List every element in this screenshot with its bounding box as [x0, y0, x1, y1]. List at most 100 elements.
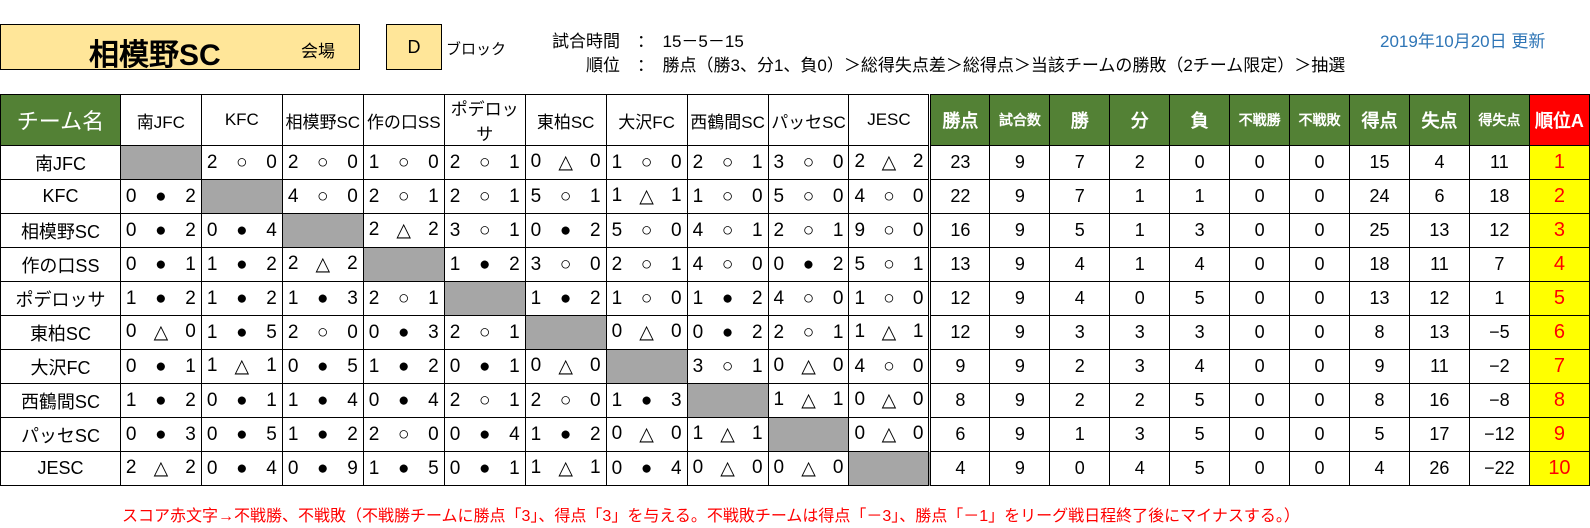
result-mark: ● — [236, 389, 248, 411]
score-cell: 4 ○ 0 — [281, 179, 364, 214]
home-goals: 2 — [125, 457, 137, 478]
home-goals: 0 — [449, 423, 461, 445]
opponent-header: JESC — [848, 94, 932, 146]
home-goals: 1 — [692, 287, 704, 309]
result-mark: ○ — [640, 151, 653, 173]
home-goals: 2 — [773, 219, 785, 241]
home-goals: 2 — [287, 253, 299, 274]
stat-cell: 2 — [1049, 383, 1111, 418]
score: 3 ○ 1 — [445, 220, 525, 242]
score-cell: 1 △ 1 — [605, 179, 688, 214]
away-goals: 1 — [670, 185, 682, 206]
result-mark: ○ — [398, 185, 410, 207]
score: 0 ● 1 — [202, 390, 282, 412]
away-goals: 0 — [670, 423, 682, 444]
home-goals: 1 — [530, 457, 542, 478]
result-mark: ● — [236, 423, 248, 445]
score: 0 △ 0 — [849, 423, 928, 446]
result-mark: ● — [640, 389, 653, 411]
stat-cell: 5 — [1169, 281, 1231, 316]
home-goals: 0 — [530, 151, 542, 172]
score-cell: 2 ○ 1 — [767, 213, 850, 248]
away-goals: 1 — [266, 355, 277, 376]
team-name: 西鶴間SC — [0, 383, 121, 418]
score: 2 ○ 1 — [688, 152, 768, 174]
result-mark: ○ — [640, 287, 653, 309]
away-goals: 2 — [185, 287, 196, 309]
home-goals: 0 — [125, 355, 137, 377]
stat-cell: 18 — [1468, 179, 1530, 214]
score: 4 ○ 0 — [849, 356, 928, 378]
away-goals: 3 — [671, 389, 682, 411]
score-cell: 0 ● 4 — [362, 383, 445, 418]
team-name: パッセSC — [0, 417, 121, 452]
score: 5 ○ 1 — [849, 254, 928, 276]
result-mark: ○ — [721, 253, 734, 275]
stat-header: 勝 — [1049, 94, 1111, 146]
score-cell: 2 ○ 0 — [524, 383, 607, 418]
home-goals: 1 — [206, 355, 218, 376]
stat-cell: 9 — [929, 349, 991, 384]
score: 1 ● 3 — [283, 288, 363, 310]
home-goals: 0 — [854, 389, 866, 410]
result-mark: ● — [398, 457, 410, 479]
updated-date: 2019年10月20日 更新 — [1380, 32, 1546, 51]
home-goals: 1 — [287, 423, 299, 445]
home-goals: 4 — [854, 355, 866, 377]
stat-cell: 12 — [1468, 213, 1530, 248]
home-goals: 0 — [125, 253, 137, 275]
home-goals: 0 — [206, 457, 218, 479]
home-goals: 3 — [692, 355, 704, 377]
stat-cell: 5 — [1169, 383, 1231, 418]
away-goals: 1 — [428, 287, 439, 309]
stat-cell: 9 — [989, 179, 1051, 214]
stat-header: 順位A — [1528, 94, 1590, 146]
away-goals: 2 — [751, 287, 763, 309]
score-cell: 1 △ 1 — [848, 315, 932, 350]
score-cell: 1 ● 2 — [362, 349, 445, 384]
stat-cell: −8 — [1468, 383, 1530, 418]
result-mark: ○ — [883, 287, 895, 309]
stat-cell: 0 — [1229, 213, 1291, 248]
score: 0 ● 4 — [364, 390, 444, 412]
away-goals: 3 — [428, 321, 439, 343]
result-mark: △ — [315, 254, 331, 275]
home-goals: 2 — [206, 151, 218, 173]
league-table: チーム名 南JFC KFC 相模野SC 作の口SS ポデロッサ 東柏SC 大沢FC 西鶴間SC パ… — [0, 94, 1590, 486]
home-goals: 0 — [368, 389, 380, 411]
home-goals: 1 — [368, 151, 380, 173]
score-cell: 2 ○ 0 — [362, 417, 445, 452]
home-goals: 4 — [773, 287, 785, 309]
score-cell: 0 △ 0 — [848, 383, 932, 418]
score-cell: 1 ● 2 — [200, 281, 283, 316]
away-goals: 0 — [590, 253, 601, 275]
score-cell: 0 ● 5 — [281, 349, 364, 384]
result-mark: ○ — [478, 321, 491, 343]
score: 1 ● 2 — [202, 288, 282, 310]
stat-cell: 3 — [1169, 315, 1231, 350]
home-goals: 1 — [530, 423, 542, 445]
away-goals: 0 — [347, 151, 358, 173]
stat-cell: 13 — [1408, 213, 1470, 248]
stat-cell: 22 — [929, 179, 991, 214]
home-goals: 3 — [449, 219, 461, 241]
score: 0 ● 4 — [445, 424, 525, 446]
result-mark: ● — [155, 287, 167, 309]
score: 1 ○ 0 — [607, 288, 687, 310]
stat-cell: 13 — [929, 247, 991, 282]
score-cell: 1 ● 2 — [443, 247, 526, 282]
score: 0 △ 0 — [688, 457, 768, 480]
away-goals: 1 — [832, 321, 844, 343]
opponent-header: 大沢FC — [605, 94, 688, 146]
rank-cell: 9 — [1528, 417, 1590, 452]
home-goals: 4 — [854, 185, 866, 207]
stat-cell: 3 — [1109, 315, 1171, 350]
score-cell: 1 ● 2 — [119, 281, 202, 316]
home-goals: 0 — [449, 355, 461, 377]
score-cell: 1 ● 2 — [200, 247, 283, 282]
away-goals: 2 — [912, 151, 924, 172]
away-goals: 2 — [266, 253, 277, 275]
result-mark: ○ — [478, 151, 491, 173]
home-goals: 0 — [287, 457, 299, 479]
stat-cell: 5 — [1049, 213, 1111, 248]
